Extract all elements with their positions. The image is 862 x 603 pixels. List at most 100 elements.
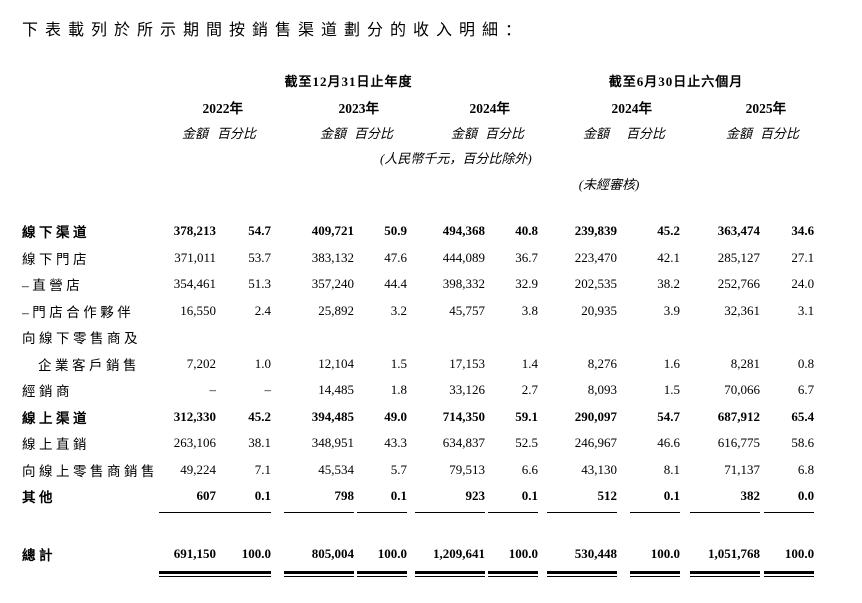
amount-header: 金額: [181, 126, 208, 141]
rule-line: [764, 511, 815, 513]
empty-cell: [680, 167, 814, 193]
rule-cell: [407, 510, 485, 524]
cell-value: [354, 324, 407, 351]
cell-value: 687,912: [717, 408, 761, 424]
cell-value: 691,150: [173, 545, 216, 561]
cell-value: 312,330: [173, 408, 216, 424]
rule-line: [284, 511, 354, 513]
cell-value: 3.9: [663, 302, 681, 318]
table-row: –直營店 354,461 51.3 357,240 44.4 398,332 32.9 202…: [22, 271, 814, 298]
cell-value: –: [264, 382, 272, 398]
cell-value: 354,461: [173, 276, 216, 292]
amount-header: 金額: [450, 126, 477, 141]
cell-value: 50.9: [384, 223, 407, 239]
cell-value: 357,240: [311, 276, 354, 292]
cell-value: 25,892: [318, 302, 354, 318]
cell-value: [407, 324, 485, 351]
percent-header: 百分比: [354, 126, 394, 141]
rule-line: [357, 511, 407, 513]
cell-value: 45.2: [248, 408, 271, 424]
cell-value: 1,209,641: [433, 545, 485, 561]
double-rule-row: [22, 566, 815, 580]
row-label: –門店合作夥伴: [22, 304, 135, 320]
amount-header: 金額: [726, 126, 753, 141]
cell-value: 1.0: [254, 355, 271, 371]
cell-value: 7,202: [186, 355, 216, 371]
cell-value: 363,474: [717, 223, 761, 239]
cell-value: [680, 324, 760, 351]
double-rule-line: [357, 570, 407, 577]
cell-value: 59.1: [515, 408, 539, 424]
row-label: 線上直銷: [22, 437, 90, 453]
year-header-2024-interim: 2024年: [611, 101, 653, 116]
row-label: 企業客戶銷售: [38, 357, 140, 373]
double-rule-line: [488, 570, 539, 577]
units-note-row: (人民幣千元，百分比除外): [22, 142, 814, 167]
amount-header: 金額: [583, 126, 610, 141]
rule-cell: [354, 510, 407, 524]
cell-value: 47.6: [384, 249, 407, 265]
cell-value: 58.6: [791, 435, 815, 451]
cell-value: 1.5: [390, 355, 407, 371]
cell-value: 33,126: [449, 382, 485, 398]
cell-value: 53.7: [248, 249, 271, 265]
rule-cell: [159, 566, 229, 580]
cell-value: 5.7: [390, 461, 407, 477]
cell-value: 202,535: [574, 276, 618, 292]
year-header-2023: 2023年: [338, 101, 380, 116]
cell-value: –: [209, 382, 217, 398]
year-header-2022: 2022年: [202, 101, 244, 116]
document-page: 下表載列於所示期間按銷售渠道劃分的收入明細： 截至12月31日止年度 截至6月3…: [22, 22, 815, 580]
cell-value: 40.8: [515, 223, 539, 239]
rule-cell: [680, 566, 761, 580]
table-row: 其他 607 0.1 798 0.1 923 0.1 512 0.1 382 0.0: [22, 483, 814, 510]
spacer-row: [22, 193, 814, 218]
cell-value: 714,350: [442, 408, 485, 424]
cell-value: 7.1: [254, 461, 271, 477]
cell-value: 616,775: [717, 435, 761, 451]
rule-cell: [538, 510, 618, 524]
percent-header: 百分比: [760, 126, 800, 141]
cell-value: 8.1: [663, 461, 681, 477]
unaudited-note-row: (未經審核): [22, 167, 814, 193]
double-rule-line: [690, 570, 761, 577]
cell-value: [216, 324, 271, 351]
cell-value: 798: [334, 488, 355, 504]
cell-value: 0.1: [390, 488, 407, 504]
year-header-row: 2022年 2023年 2024年 2024年 2025年: [22, 90, 814, 117]
cell-value: 100.0: [377, 545, 407, 561]
cell-value: 54.7: [657, 408, 681, 424]
cell-value: 100.0: [508, 545, 539, 561]
cell-value: 27.1: [791, 249, 815, 265]
cell-value: 49,224: [180, 461, 216, 477]
cell-value: 8,276: [587, 355, 618, 371]
cell-value: 14,485: [318, 382, 354, 398]
cell-value: 3.1: [797, 302, 815, 318]
cell-value: 2.7: [521, 382, 539, 398]
cell-value: 1.6: [663, 355, 681, 371]
cell-value: 3.8: [521, 302, 539, 318]
revenue-by-channel-table: 截至12月31日止年度 截至6月30日止六個月 2022年 2023年 2024…: [22, 66, 815, 580]
cell-value: 607: [196, 488, 217, 504]
row-label: 其他: [22, 490, 56, 506]
cell-value: 45.2: [657, 223, 681, 239]
rule-cell: [485, 510, 539, 524]
row-label: 總計: [22, 547, 56, 563]
cell-value: 494,368: [442, 223, 485, 239]
cell-value: 24.0: [791, 276, 815, 292]
period-group-header-row: 截至12月31日止年度 截至6月30日止六個月: [22, 66, 814, 90]
cell-value: 0.1: [663, 488, 681, 504]
table-row: 向線下零售商及: [22, 324, 814, 351]
amount-header: 金額: [319, 126, 346, 141]
empty-corner-cell: [22, 66, 159, 90]
cell-value: 34.6: [791, 223, 815, 239]
rule-cell: [680, 510, 761, 524]
table-row: 經銷商 – – 14,485 1.8 33,126 2.7 8,093 1.5 70,066 6.7: [22, 377, 814, 404]
rule-line: [630, 511, 681, 513]
rule-line: [415, 511, 485, 513]
rule-cell: [271, 566, 354, 580]
table-row: 企業客戶銷售 7,202 1.0 12,104 1.5 17,153 1.4 8,276 1.6…: [22, 351, 814, 378]
percent-header: 百分比: [485, 126, 525, 141]
rule-cell: [216, 566, 271, 580]
cell-value: 79,513: [449, 461, 485, 477]
